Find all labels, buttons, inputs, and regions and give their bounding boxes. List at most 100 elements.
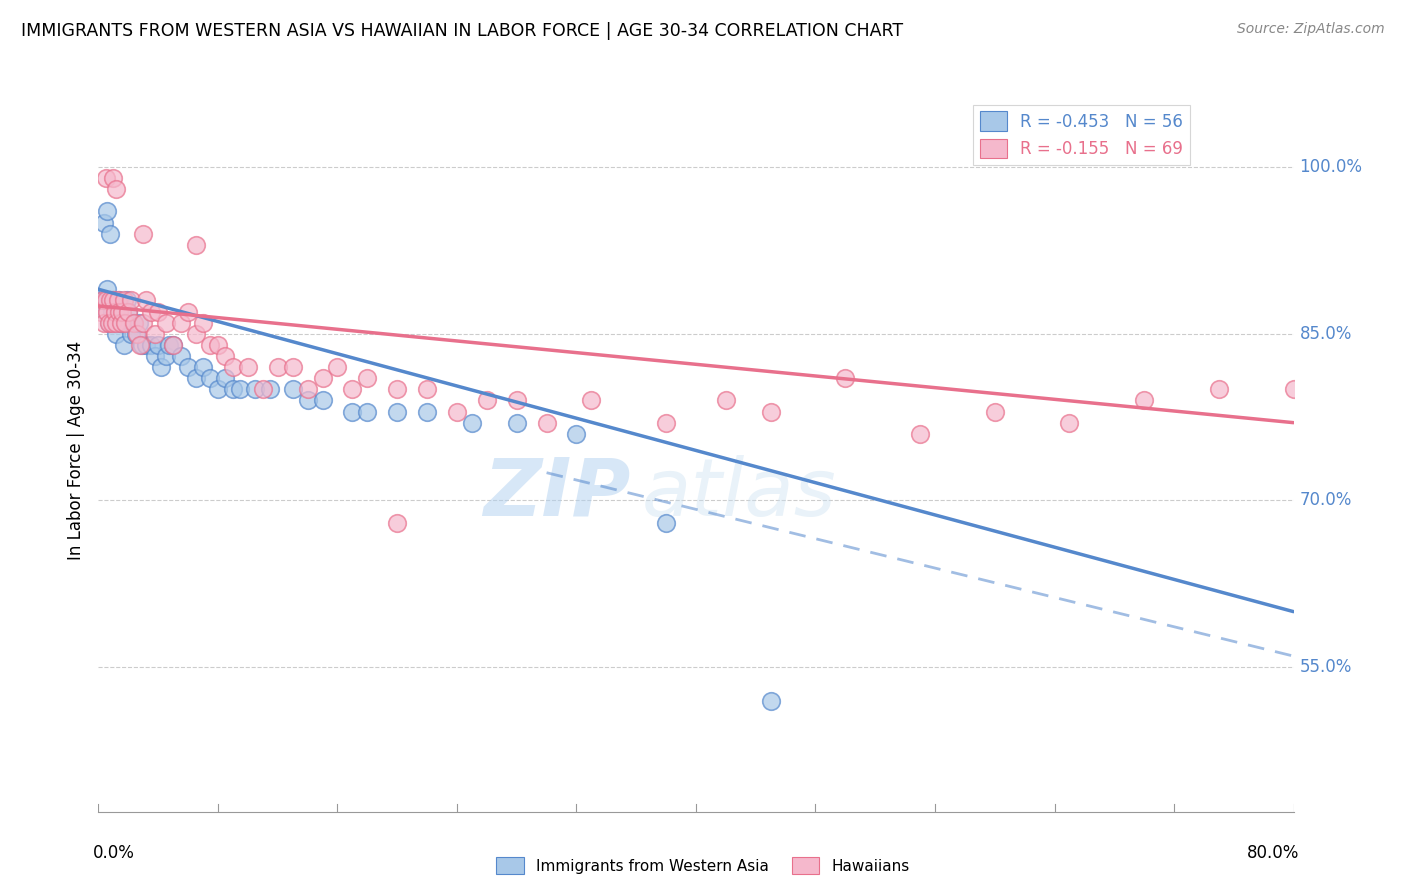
Point — [207, 382, 229, 396]
Point — [759, 693, 782, 707]
Point — [385, 404, 409, 418]
Point — [177, 360, 200, 375]
Point — [150, 360, 173, 375]
Point — [506, 416, 529, 430]
Point — [131, 338, 153, 352]
Point — [759, 404, 782, 418]
Point — [117, 304, 139, 318]
Point — [107, 293, 129, 308]
Point — [98, 293, 122, 308]
Point — [110, 316, 132, 330]
Point — [111, 304, 134, 318]
Point — [94, 304, 117, 318]
Point — [236, 360, 259, 375]
Point — [94, 171, 117, 186]
Point — [148, 338, 170, 352]
Point — [120, 293, 142, 308]
Point — [222, 360, 245, 375]
Point — [475, 393, 498, 408]
Point — [108, 293, 131, 308]
Point — [169, 349, 191, 363]
Point — [834, 371, 856, 385]
Text: 70.0%: 70.0% — [1299, 491, 1353, 509]
Point — [132, 316, 155, 330]
Text: 80.0%: 80.0% — [1247, 844, 1299, 863]
Point — [162, 338, 184, 352]
Point — [416, 382, 439, 396]
Point — [222, 382, 245, 396]
Point — [135, 293, 157, 308]
Point — [155, 349, 177, 363]
Point — [112, 338, 135, 352]
Point — [93, 316, 115, 330]
Point — [148, 304, 170, 318]
Point — [267, 360, 290, 375]
Point — [143, 349, 166, 363]
Point — [129, 338, 152, 352]
Point — [157, 338, 180, 352]
Point — [103, 293, 125, 308]
Point — [104, 316, 127, 330]
Point — [135, 338, 157, 352]
Point — [90, 304, 112, 318]
Point — [342, 382, 364, 396]
Legend: R = -0.453   N = 56, R = -0.155   N = 69: R = -0.453 N = 56, R = -0.155 N = 69 — [973, 104, 1189, 165]
Point — [169, 316, 191, 330]
Point — [259, 382, 281, 396]
Point — [506, 393, 529, 408]
Point — [128, 316, 150, 330]
Text: IMMIGRANTS FROM WESTERN ASIA VS HAWAIIAN IN LABOR FORCE | AGE 30-34 CORRELATION : IMMIGRANTS FROM WESTERN ASIA VS HAWAIIAN… — [21, 22, 903, 40]
Point — [91, 293, 114, 308]
Point — [1059, 416, 1081, 430]
Point — [114, 316, 136, 330]
Point — [214, 371, 236, 385]
Point — [184, 326, 207, 341]
Point — [97, 316, 120, 330]
Point — [93, 216, 115, 230]
Point — [252, 382, 274, 396]
Point — [191, 316, 214, 330]
Point — [446, 404, 468, 418]
Point — [214, 349, 236, 363]
Point — [177, 304, 200, 318]
Point — [101, 304, 124, 318]
Point — [714, 393, 737, 408]
Text: 0.0%: 0.0% — [93, 844, 135, 863]
Point — [581, 393, 603, 408]
Point — [200, 338, 222, 352]
Point — [120, 326, 142, 341]
Point — [105, 316, 128, 330]
Point — [536, 416, 558, 430]
Point — [191, 360, 214, 375]
Text: Source: ZipAtlas.com: Source: ZipAtlas.com — [1237, 22, 1385, 37]
Point — [461, 416, 484, 430]
Point — [655, 416, 678, 430]
Point — [112, 293, 135, 308]
Point — [297, 393, 319, 408]
Point — [281, 382, 304, 396]
Text: 100.0%: 100.0% — [1299, 158, 1362, 176]
Point — [98, 293, 122, 308]
Point — [103, 171, 125, 186]
Point — [101, 316, 124, 330]
Point — [105, 182, 128, 196]
Point — [1208, 382, 1230, 396]
Point — [143, 326, 166, 341]
Point — [91, 293, 114, 308]
Point — [1282, 382, 1305, 396]
Point — [107, 304, 129, 318]
Point — [139, 338, 162, 352]
Point — [184, 237, 207, 252]
Point — [155, 316, 177, 330]
Point — [162, 338, 184, 352]
Y-axis label: In Labor Force | Age 30-34: In Labor Force | Age 30-34 — [66, 341, 84, 560]
Point — [96, 304, 118, 318]
Point — [121, 316, 143, 330]
Point — [127, 326, 149, 341]
Point — [908, 426, 931, 441]
Point — [103, 293, 125, 308]
Point — [124, 316, 146, 330]
Point — [132, 227, 155, 241]
Point — [281, 360, 304, 375]
Point — [385, 382, 409, 396]
